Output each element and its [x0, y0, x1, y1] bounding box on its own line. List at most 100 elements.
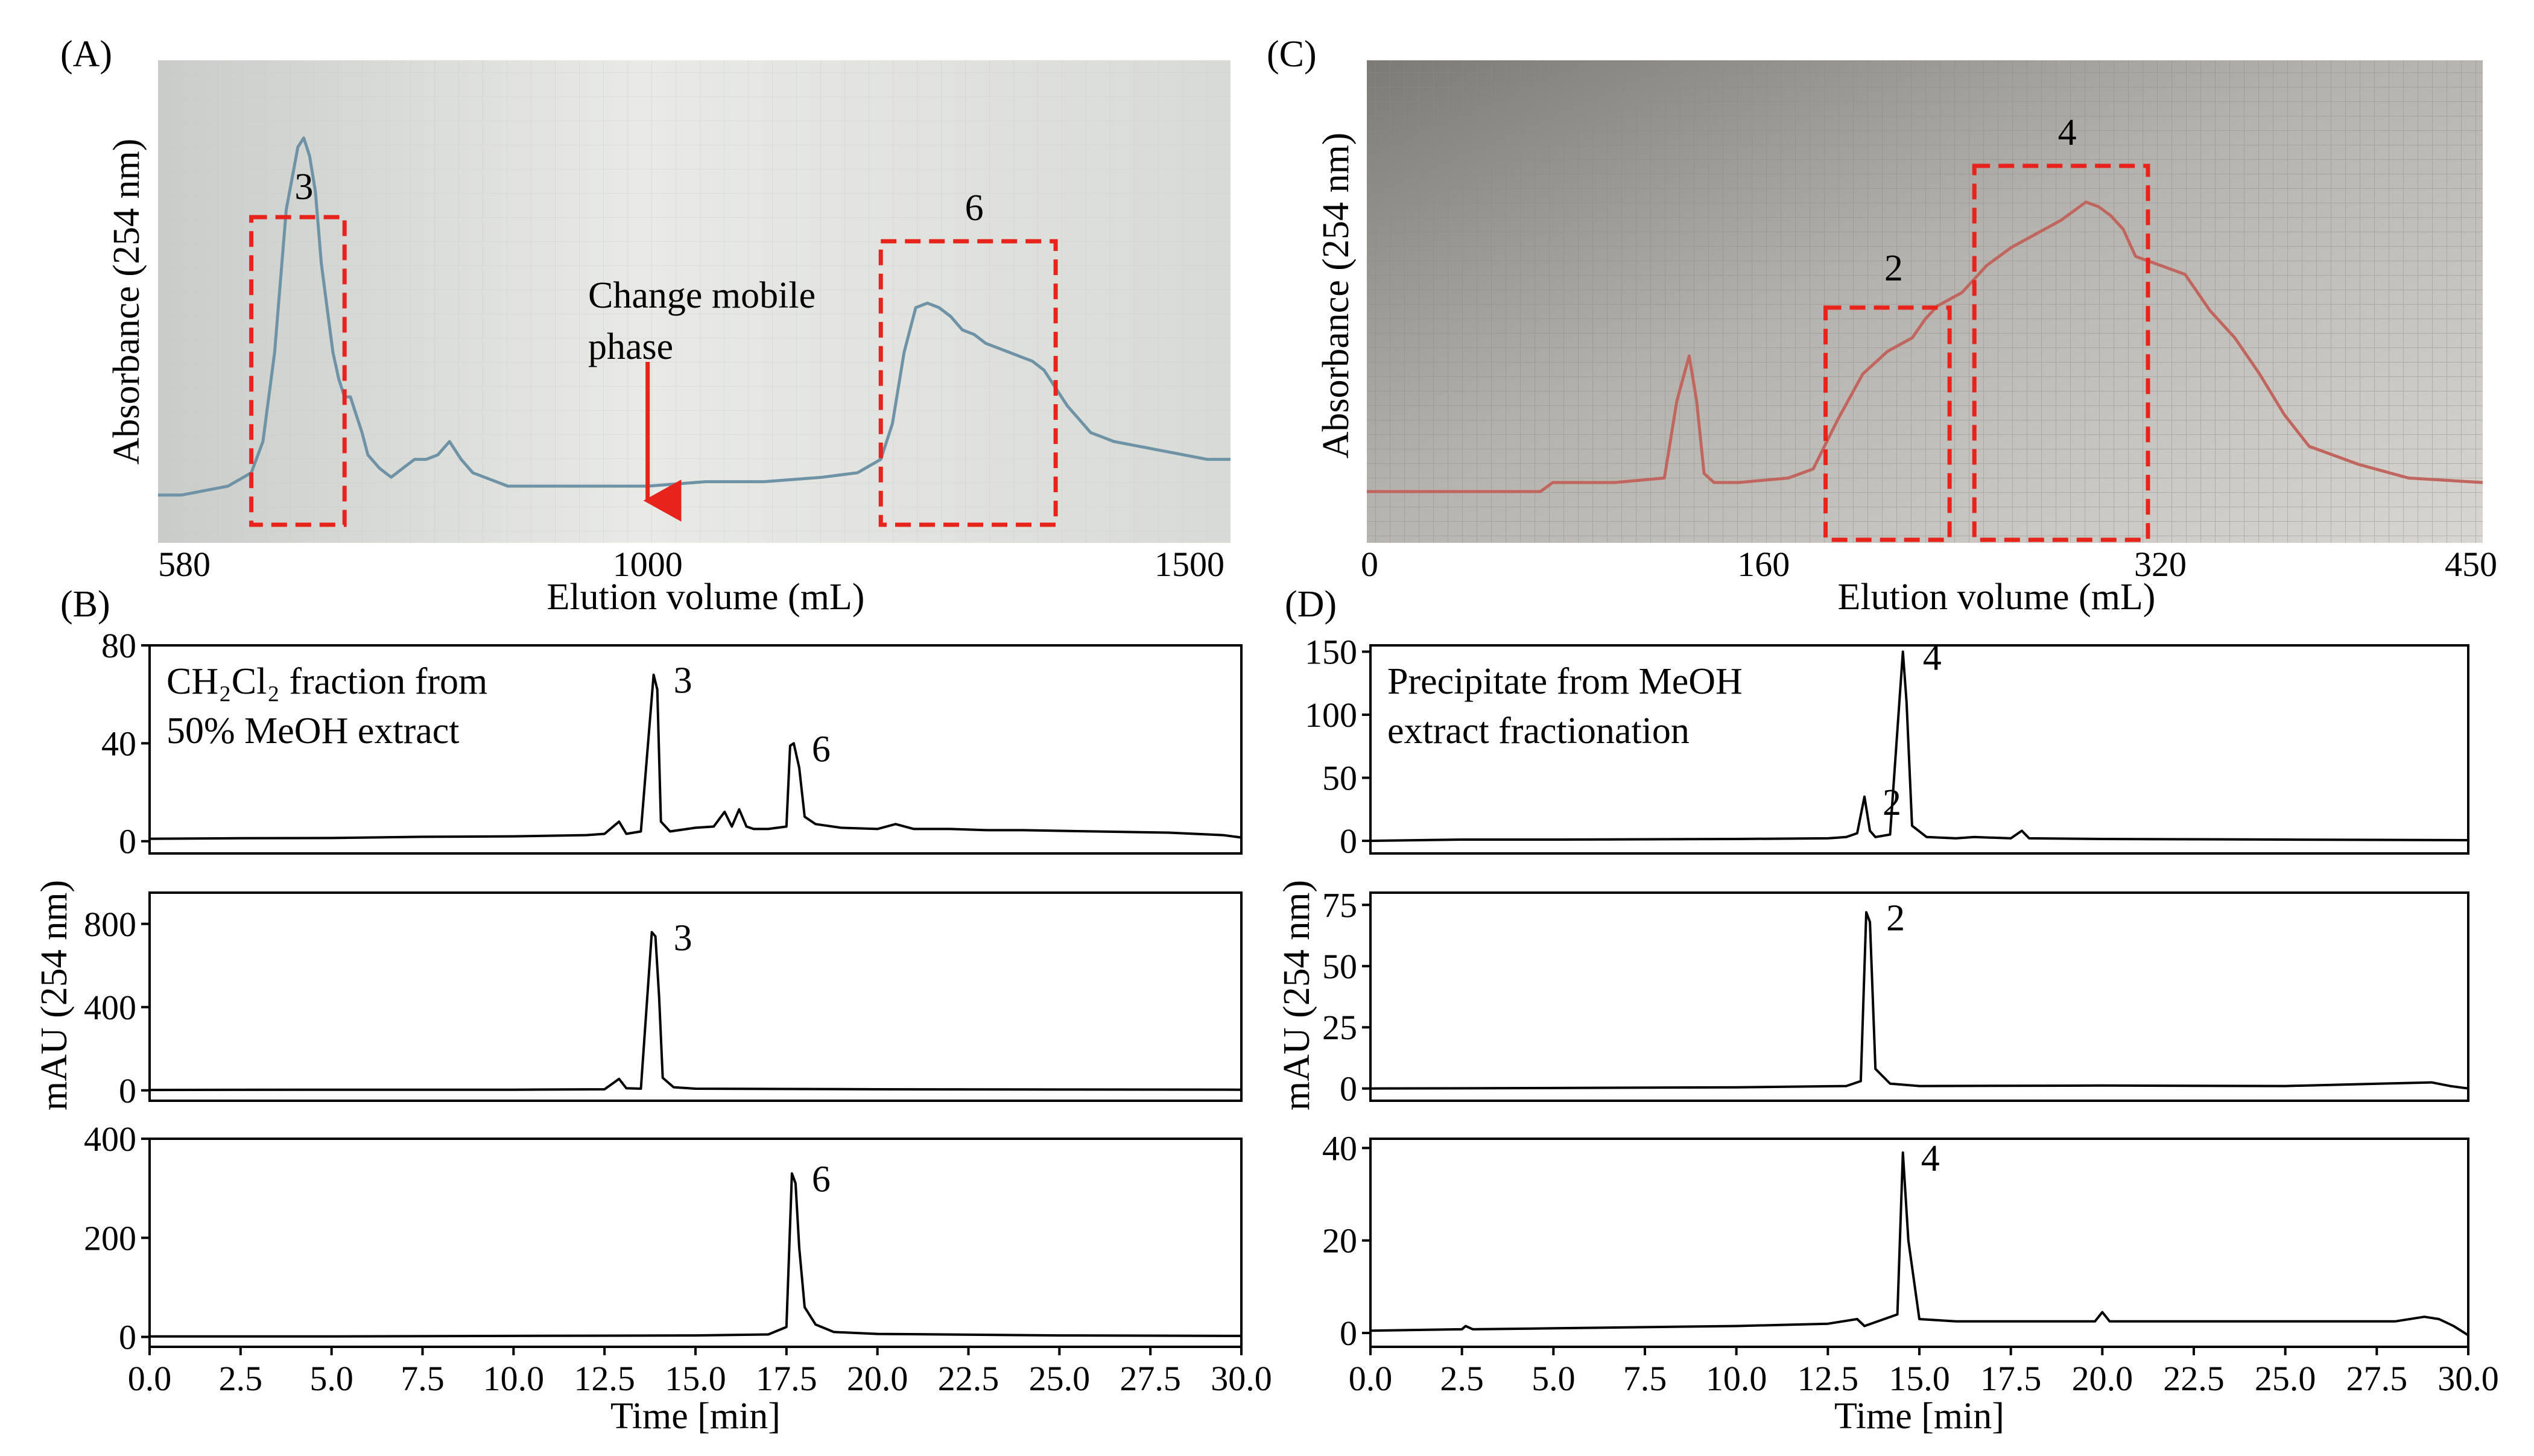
panel-b3-y-tick: 400 — [84, 1119, 136, 1159]
panel-b3-x-tick: 17.5 — [756, 1359, 817, 1398]
panel-d1-inset-text: Precipitate from MeOH — [1387, 661, 1743, 702]
panel-a-note-line1: Change mobile — [588, 275, 816, 316]
panel-b1-frame — [148, 644, 1243, 855]
panel-d2-frame — [1369, 891, 2469, 1102]
panel-b3-x-tick: 20.0 — [847, 1359, 908, 1398]
panel-b3-x-tick: 25.0 — [1029, 1359, 1091, 1398]
panel-b2-peak-label: 3 — [674, 918, 692, 959]
panel-c-x-tick: 0 — [1361, 545, 1378, 584]
panel-b1-peak-label: 3 — [674, 660, 692, 701]
panel-d2-peak-label: 2 — [1886, 897, 1905, 938]
panel-b1-trace — [149, 673, 1242, 840]
panel-c-grid — [1367, 60, 2483, 543]
panel-c-y-title: Absorbance (254 nm) — [1316, 133, 1357, 459]
panel-d1-y-tick: 0 — [1340, 821, 1357, 861]
panel-c-x-tick: 450 — [2445, 545, 2497, 584]
panel-b1-inset-text: 50% MeOH extract — [166, 711, 460, 752]
panel-d1-y-tick: 100 — [1305, 695, 1357, 735]
panel-b3-x-tick: 30.0 — [1211, 1359, 1272, 1398]
panel-d3-x-title: Time [min] — [1834, 1396, 2004, 1437]
panel-d3-x-tick: 0.0 — [1349, 1359, 1393, 1398]
panel-b3-x-tick: 10.0 — [483, 1359, 545, 1398]
panel-b1-inset-text: CH₂Cl₂ fraction from — [166, 661, 487, 702]
panel-a-y-title: Absorbance (254 nm) — [106, 139, 147, 465]
panel-d3-x-tick: 5.0 — [1531, 1359, 1576, 1398]
panel-d1-frame — [1369, 644, 2469, 855]
panel-b-label: (B) — [60, 584, 110, 625]
panel-d3-x-tick: 27.5 — [2346, 1359, 2408, 1398]
panel-b1-peak-label: 6 — [812, 729, 831, 770]
panel-b2-y-tick: 400 — [84, 988, 136, 1027]
panel-d3-x-tick: 20.0 — [2072, 1359, 2133, 1398]
panel-d3-x-tick: 15.0 — [1889, 1359, 1950, 1398]
panel-b2-y-tick: 800 — [84, 905, 136, 944]
panel-c-box-4 — [1972, 163, 2150, 542]
panel-a-x-title: Elution volume (mL) — [547, 577, 865, 618]
panel-b-y-title: mAU (254 nm) — [34, 880, 75, 1110]
panel-d3-x-tick: 10.0 — [1706, 1359, 1767, 1398]
panel-d3-y-tick: 0 — [1340, 1314, 1357, 1353]
panel-b2-trace — [149, 931, 1242, 1092]
panel-b2-y-tick: 0 — [119, 1071, 136, 1110]
panel-d-label: (D) — [1285, 584, 1337, 625]
panel-d3-trace — [1370, 1151, 2469, 1337]
panel-d3-peak-label: 4 — [1921, 1138, 1940, 1179]
panel-b1-y-tick: 0 — [119, 822, 136, 861]
panel-d1-peak-label: 4 — [1923, 637, 1942, 678]
panel-d1-trace — [1370, 650, 2469, 843]
panel-b3-x-tick: 2.5 — [219, 1359, 263, 1398]
panel-b3-x-tick: 27.5 — [1120, 1359, 1181, 1398]
panel-b3-x-tick: 7.5 — [401, 1359, 445, 1398]
panel-d2-y-tick: 25 — [1322, 1008, 1357, 1047]
panel-d-y-title: mAU (254 nm) — [1276, 880, 1317, 1110]
panel-d3-x-tick: 25.0 — [2255, 1359, 2316, 1398]
panel-b1-y-tick: 40 — [101, 724, 136, 763]
panel-b3-y-tick: 200 — [84, 1218, 136, 1258]
panel-d3-x-tick: 22.5 — [2163, 1359, 2225, 1398]
panel-d3-x-tick: 2.5 — [1440, 1359, 1484, 1398]
panel-c-box-2-label: 2 — [1884, 248, 1903, 289]
panel-a-label: (A) — [60, 34, 112, 75]
panel-a-box-3 — [249, 215, 347, 527]
panel-d3-x-tick: 17.5 — [1980, 1359, 2042, 1398]
panel-d2-trace — [1370, 911, 2469, 1090]
panel-c-label: (C) — [1267, 34, 1317, 75]
panel-c-x-tick: 160 — [1737, 545, 1790, 584]
panel-c-trace — [1367, 200, 2483, 493]
panel-d2-y-tick: 0 — [1340, 1069, 1357, 1109]
panel-d3-x-tick: 12.5 — [1798, 1359, 1859, 1398]
panel-d3-y-tick: 40 — [1322, 1128, 1357, 1168]
panel-c-box-4-label: 4 — [2058, 112, 2077, 153]
panel-d3-y-tick: 20 — [1322, 1221, 1357, 1261]
panel-d2-y-tick: 50 — [1322, 947, 1357, 986]
panel-b3-y-tick: 0 — [119, 1318, 136, 1357]
panel-b3-x-tick: 12.5 — [574, 1359, 635, 1398]
panel-b2-frame — [148, 891, 1243, 1102]
panel-b3-peak-label: 6 — [812, 1159, 831, 1200]
panel-d3-x-tick: 30.0 — [2437, 1359, 2499, 1398]
panel-b3-x-tick: 15.0 — [665, 1359, 726, 1398]
panel-a-box-6-label: 6 — [965, 188, 984, 229]
panel-b3-trace — [150, 1172, 1242, 1338]
panel-d2-y-tick: 75 — [1322, 885, 1357, 925]
panel-b3-frame — [148, 1138, 1243, 1348]
panel-b3-x-tick: 0.0 — [128, 1359, 172, 1398]
panel-a-x-tick: 1000 — [613, 545, 683, 584]
panel-d1-y-tick: 150 — [1305, 632, 1357, 671]
panel-a-box-6 — [878, 239, 1058, 527]
panel-a-x-tick: 580 — [158, 545, 211, 584]
panel-a-note-line2: phase — [588, 326, 673, 367]
panel-d1-peak-label: 2 — [1883, 782, 1901, 823]
panel-c-x-title: Elution volume (mL) — [1838, 577, 2156, 618]
panel-a-grid — [158, 60, 1231, 543]
panel-b1-y-tick: 80 — [101, 626, 136, 665]
panel-a-box-3-label: 3 — [294, 166, 313, 207]
panel-d1-inset-text: extract fractionation — [1387, 711, 1690, 752]
panel-c-box-2 — [1823, 305, 1952, 542]
panel-c-x-tick: 320 — [2134, 545, 2187, 584]
panel-a-x-tick: 1500 — [1155, 545, 1224, 584]
panel-d1-y-tick: 50 — [1322, 759, 1357, 798]
panel-d3-x-tick: 7.5 — [1623, 1359, 1667, 1398]
panel-a-trace — [158, 136, 1231, 497]
